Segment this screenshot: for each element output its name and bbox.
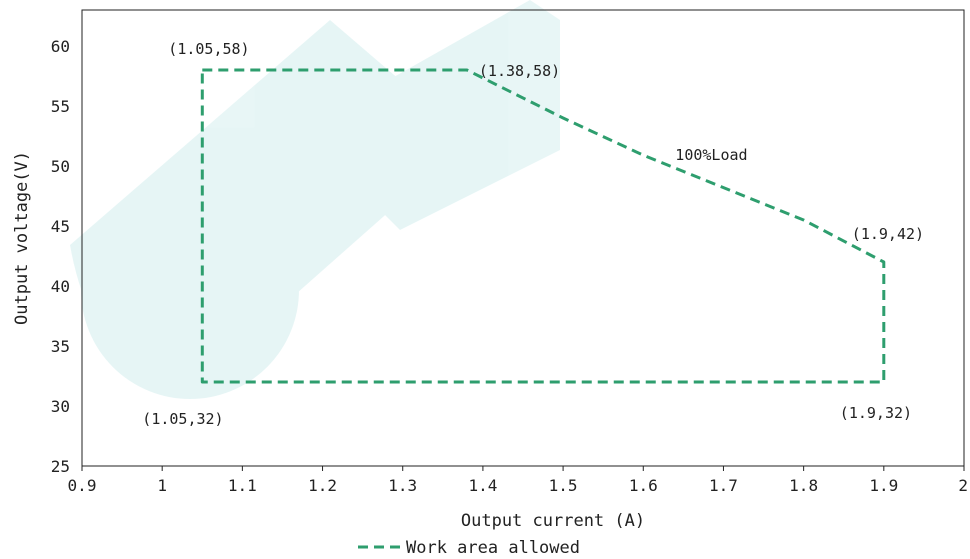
y-tick-label: 60 [51, 37, 70, 56]
y-axis-title: Output voltage(V) [12, 151, 32, 325]
x-tick-label: 1.9 [869, 476, 898, 495]
point-annotation: (1.05,58) [168, 40, 249, 58]
point-annotation: 100%Load [675, 146, 747, 164]
point-annotation: (1.9,32) [840, 404, 912, 422]
plot-area: 0.9 1 1.1 1.2 1.3 1.4 1.5 1.6 1.7 1.8 1.9 2 25 30 35 4… [51, 9, 968, 495]
point-annotation: (1.9,42) [852, 225, 924, 243]
point-annotation: (1.05,32) [142, 410, 223, 428]
y-tick-label: 50 [51, 157, 70, 176]
x-tick-label: 2 [958, 476, 968, 495]
x-tick-label: 1.1 [228, 476, 257, 495]
watermark-logo [70, 0, 560, 399]
annotation-layer: (1.05,58) (1.38,58) 100%Load (1.9,42) (1.05,… [142, 40, 924, 428]
x-tick-label: 1.5 [549, 476, 578, 495]
x-tick-label: 1.2 [308, 476, 337, 495]
x-tick-label: 0.9 [68, 476, 97, 495]
legend: Work area allowed [358, 538, 580, 558]
point-annotation: (1.38,58) [479, 62, 560, 80]
y-axis-ticks: 25 30 35 40 45 50 55 60 [51, 37, 70, 476]
legend-label: Work area allowed [406, 538, 580, 558]
y-tick-label: 40 [51, 277, 70, 296]
x-tick-label: 1.6 [629, 476, 658, 495]
y-tick-label: 55 [51, 97, 70, 116]
x-axis-title: Output current (A) [461, 511, 645, 531]
x-tick-label: 1 [157, 476, 167, 495]
x-tick-label: 1.8 [789, 476, 818, 495]
series-layer [200, 68, 886, 384]
x-axis-ticks: 0.9 1 1.1 1.2 1.3 1.4 1.5 1.6 1.7 1.8 1.9 2 [68, 466, 968, 495]
x-tick-label: 1.7 [709, 476, 738, 495]
y-tick-label: 30 [51, 397, 70, 416]
x-tick-label: 1.4 [468, 476, 497, 495]
plot-frame [81, 9, 965, 467]
y-tick-label: 45 [51, 217, 70, 236]
y-tick-label: 25 [51, 457, 70, 476]
y-tick-label: 35 [51, 337, 70, 356]
x-tick-label: 1.3 [388, 476, 417, 495]
series-line-work-area [200, 68, 886, 384]
